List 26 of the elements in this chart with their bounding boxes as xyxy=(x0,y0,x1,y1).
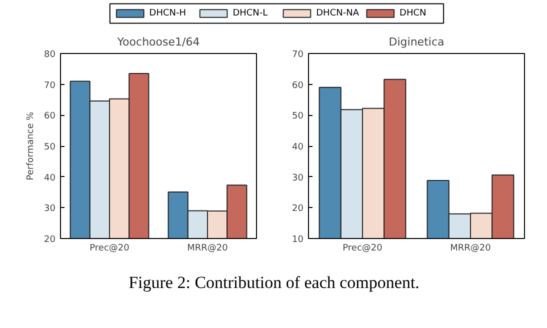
y-tick-label: 80 xyxy=(44,50,56,60)
chart-title: Diginetica xyxy=(388,36,444,48)
x-tick-label: Prec@20 xyxy=(342,244,383,254)
y-tick-label: 40 xyxy=(292,142,304,152)
y-tick-label: 50 xyxy=(292,112,304,122)
x-tick-label: MRR@20 xyxy=(187,244,228,254)
legend-label: DHCN xyxy=(400,8,426,18)
y-tick-label: 60 xyxy=(292,80,304,91)
legend-label: DHCN-L xyxy=(232,8,268,18)
y-tick-label: 70 xyxy=(292,50,304,60)
chart-title: Yoochoose1/64 xyxy=(116,36,200,48)
y-tick-label: 30 xyxy=(44,204,56,214)
y-tick-label: 70 xyxy=(44,80,56,91)
y-tick-label: 60 xyxy=(44,112,56,122)
caption: Figure 2: Contribution of each component. xyxy=(128,273,420,292)
y-tick-label: 50 xyxy=(44,142,56,152)
y-tick-label: 30 xyxy=(292,173,304,184)
x-tick-label: Prec@20 xyxy=(90,244,130,254)
legend-label: DHCN-H xyxy=(149,8,186,18)
legend-label: DHCN-NA xyxy=(316,8,360,18)
y-axis-title: Performance % xyxy=(26,111,36,180)
y-tick-label: 20 xyxy=(44,235,56,245)
x-tick-label: MRR@20 xyxy=(450,244,492,254)
y-tick-label: 20 xyxy=(292,204,304,214)
y-tick-label: 10 xyxy=(292,235,304,245)
y-tick-label: 40 xyxy=(44,173,56,184)
